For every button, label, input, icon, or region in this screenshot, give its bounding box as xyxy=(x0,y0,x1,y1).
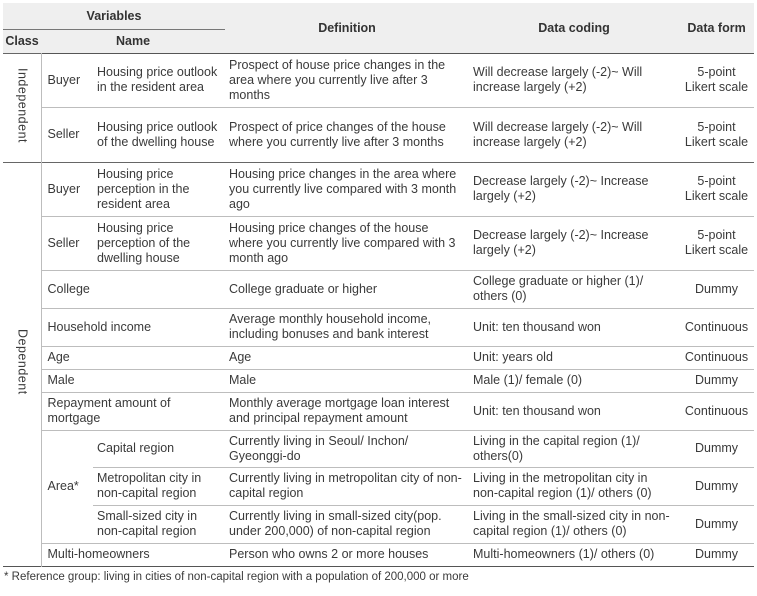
variable-name: Male xyxy=(41,368,226,392)
table-row: Metropolitan city in non-capital region … xyxy=(3,466,755,505)
variable-name: Buyer xyxy=(41,52,93,107)
definition-cell: Prospect of price changes of the house w… xyxy=(225,106,470,162)
class-independent: Independent xyxy=(3,52,42,162)
variable-subname: Metropolitan city in non-capital region xyxy=(93,466,226,505)
form-cell: Dummy xyxy=(679,542,755,566)
coding-cell: Decrease largely (-2)~ Increase largely … xyxy=(469,215,680,270)
variable-subname: Housing price outlook in the resident ar… xyxy=(93,52,226,107)
class-header: Class xyxy=(3,29,41,53)
coding-cell: Unit: years old xyxy=(469,345,680,369)
coding-cell: College graduate or higher (1)/ others (… xyxy=(469,269,680,308)
table-row: Repayment amount of mortgage Monthly ave… xyxy=(3,391,755,430)
name-header: Name xyxy=(41,29,226,53)
coding-cell: Unit: ten thousand won xyxy=(469,391,680,430)
form-cell: Dummy xyxy=(679,466,755,505)
definition-cell: Prospect of house price changes in the a… xyxy=(225,52,470,107)
table-row: Household income Average monthly househo… xyxy=(3,307,755,346)
variable-name: Buyer xyxy=(41,161,93,216)
table-row: Male Male Male (1)/ female (0) Dummy xyxy=(3,368,755,392)
coding-cell: Living in the metropolitan city in non-c… xyxy=(469,466,680,505)
coding-cell: Male (1)/ female (0) xyxy=(469,368,680,392)
form-cell: 5-point Likert scale xyxy=(679,52,755,107)
table-row: Dependent Buyer Housing price perception… xyxy=(3,161,755,566)
table-row: Seller Housing price outlook of the dwel… xyxy=(3,106,755,162)
definition-cell: Monthly average mortgage loan interest a… xyxy=(225,391,470,430)
definition-cell: Average monthly household income, includ… xyxy=(225,307,470,346)
table-row: Seller Housing price perception of the d… xyxy=(3,215,755,270)
variable-name: Household income xyxy=(41,307,226,346)
variable-subname: Small-sized city in non-capital region xyxy=(93,504,226,543)
variable-name: Seller xyxy=(41,215,93,270)
variable-name: Age xyxy=(41,345,226,369)
variable-subname: Housing price perception in the resident… xyxy=(93,161,226,216)
form-cell: Dummy xyxy=(679,429,755,467)
class-dependent: Dependent xyxy=(3,161,42,566)
coding-cell: Unit: ten thousand won xyxy=(469,307,680,346)
variable-name: Seller xyxy=(41,106,93,162)
form-cell: Continuous xyxy=(679,391,755,430)
definition-cell: Person who owns 2 or more houses xyxy=(225,542,470,566)
form-cell: Dummy xyxy=(679,368,755,392)
coding-cell: Will decrease largely (-2)~ Will increas… xyxy=(469,52,680,107)
table-row: Age Age Unit: years old Continuous xyxy=(3,345,755,369)
definition-cell: Male xyxy=(225,368,470,392)
form-cell: Dummy xyxy=(679,504,755,543)
definition-header: Definition xyxy=(225,3,470,53)
definition-cell: Housing price changes in the area where … xyxy=(225,161,470,216)
coding-cell: Multi-homeowners (1)/ others (0) xyxy=(469,542,680,566)
table-row: Area* Capital region Currently living in… xyxy=(3,429,755,543)
variable-subname: Housing price outlook of the dwelling ho… xyxy=(93,106,226,162)
footnote: * Reference group: living in cities of n… xyxy=(4,570,469,583)
definition-cell: Housing price changes of the house where… xyxy=(225,215,470,270)
variable-subname: Capital region xyxy=(93,429,226,467)
data-coding-header: Data coding xyxy=(469,3,680,53)
form-cell: Continuous xyxy=(679,307,755,346)
table-row: Multi-homeowners Person who owns 2 or mo… xyxy=(3,542,755,566)
variable-name: Area* xyxy=(41,429,93,543)
variables-header: Variables xyxy=(3,3,226,30)
coding-cell: Living in the small-sized city in non-ca… xyxy=(469,504,680,543)
table-row: Small-sized city in non-capital region C… xyxy=(3,504,755,543)
definition-cell: Currently living in Seoul/ Inchon/ Gyeon… xyxy=(225,429,470,467)
table-row: College College graduate or higher Colle… xyxy=(3,269,755,308)
table-row: Independent Buyer Housing price outlook … xyxy=(3,52,755,162)
form-cell: 5-point Likert scale xyxy=(679,161,755,216)
definition-cell: College graduate or higher xyxy=(225,269,470,308)
coding-cell: Decrease largely (-2)~ Increase largely … xyxy=(469,161,680,216)
form-cell: Continuous xyxy=(679,345,755,369)
variable-name: College xyxy=(41,269,226,308)
definition-cell: Currently living in small-sized city(pop… xyxy=(225,504,470,543)
coding-cell: Living in the capital region (1)/ others… xyxy=(469,429,680,467)
variable-name: Multi-homeowners xyxy=(41,542,226,566)
variable-name: Repayment amount of mortgage xyxy=(41,391,226,430)
form-cell: Dummy xyxy=(679,269,755,308)
definition-cell: Currently living in metropolitan city of… xyxy=(225,466,470,505)
form-cell: 5-point Likert scale xyxy=(679,215,755,270)
definition-cell: Age xyxy=(225,345,470,369)
data-form-header: Data form xyxy=(679,3,755,53)
variable-subname: Housing price perception of the dwelling… xyxy=(93,215,226,270)
variables-table: Variables Definition Data coding Data fo… xyxy=(3,3,755,567)
coding-cell: Will decrease largely (-2)~ Will increas… xyxy=(469,106,680,162)
form-cell: 5-point Likert scale xyxy=(679,106,755,162)
